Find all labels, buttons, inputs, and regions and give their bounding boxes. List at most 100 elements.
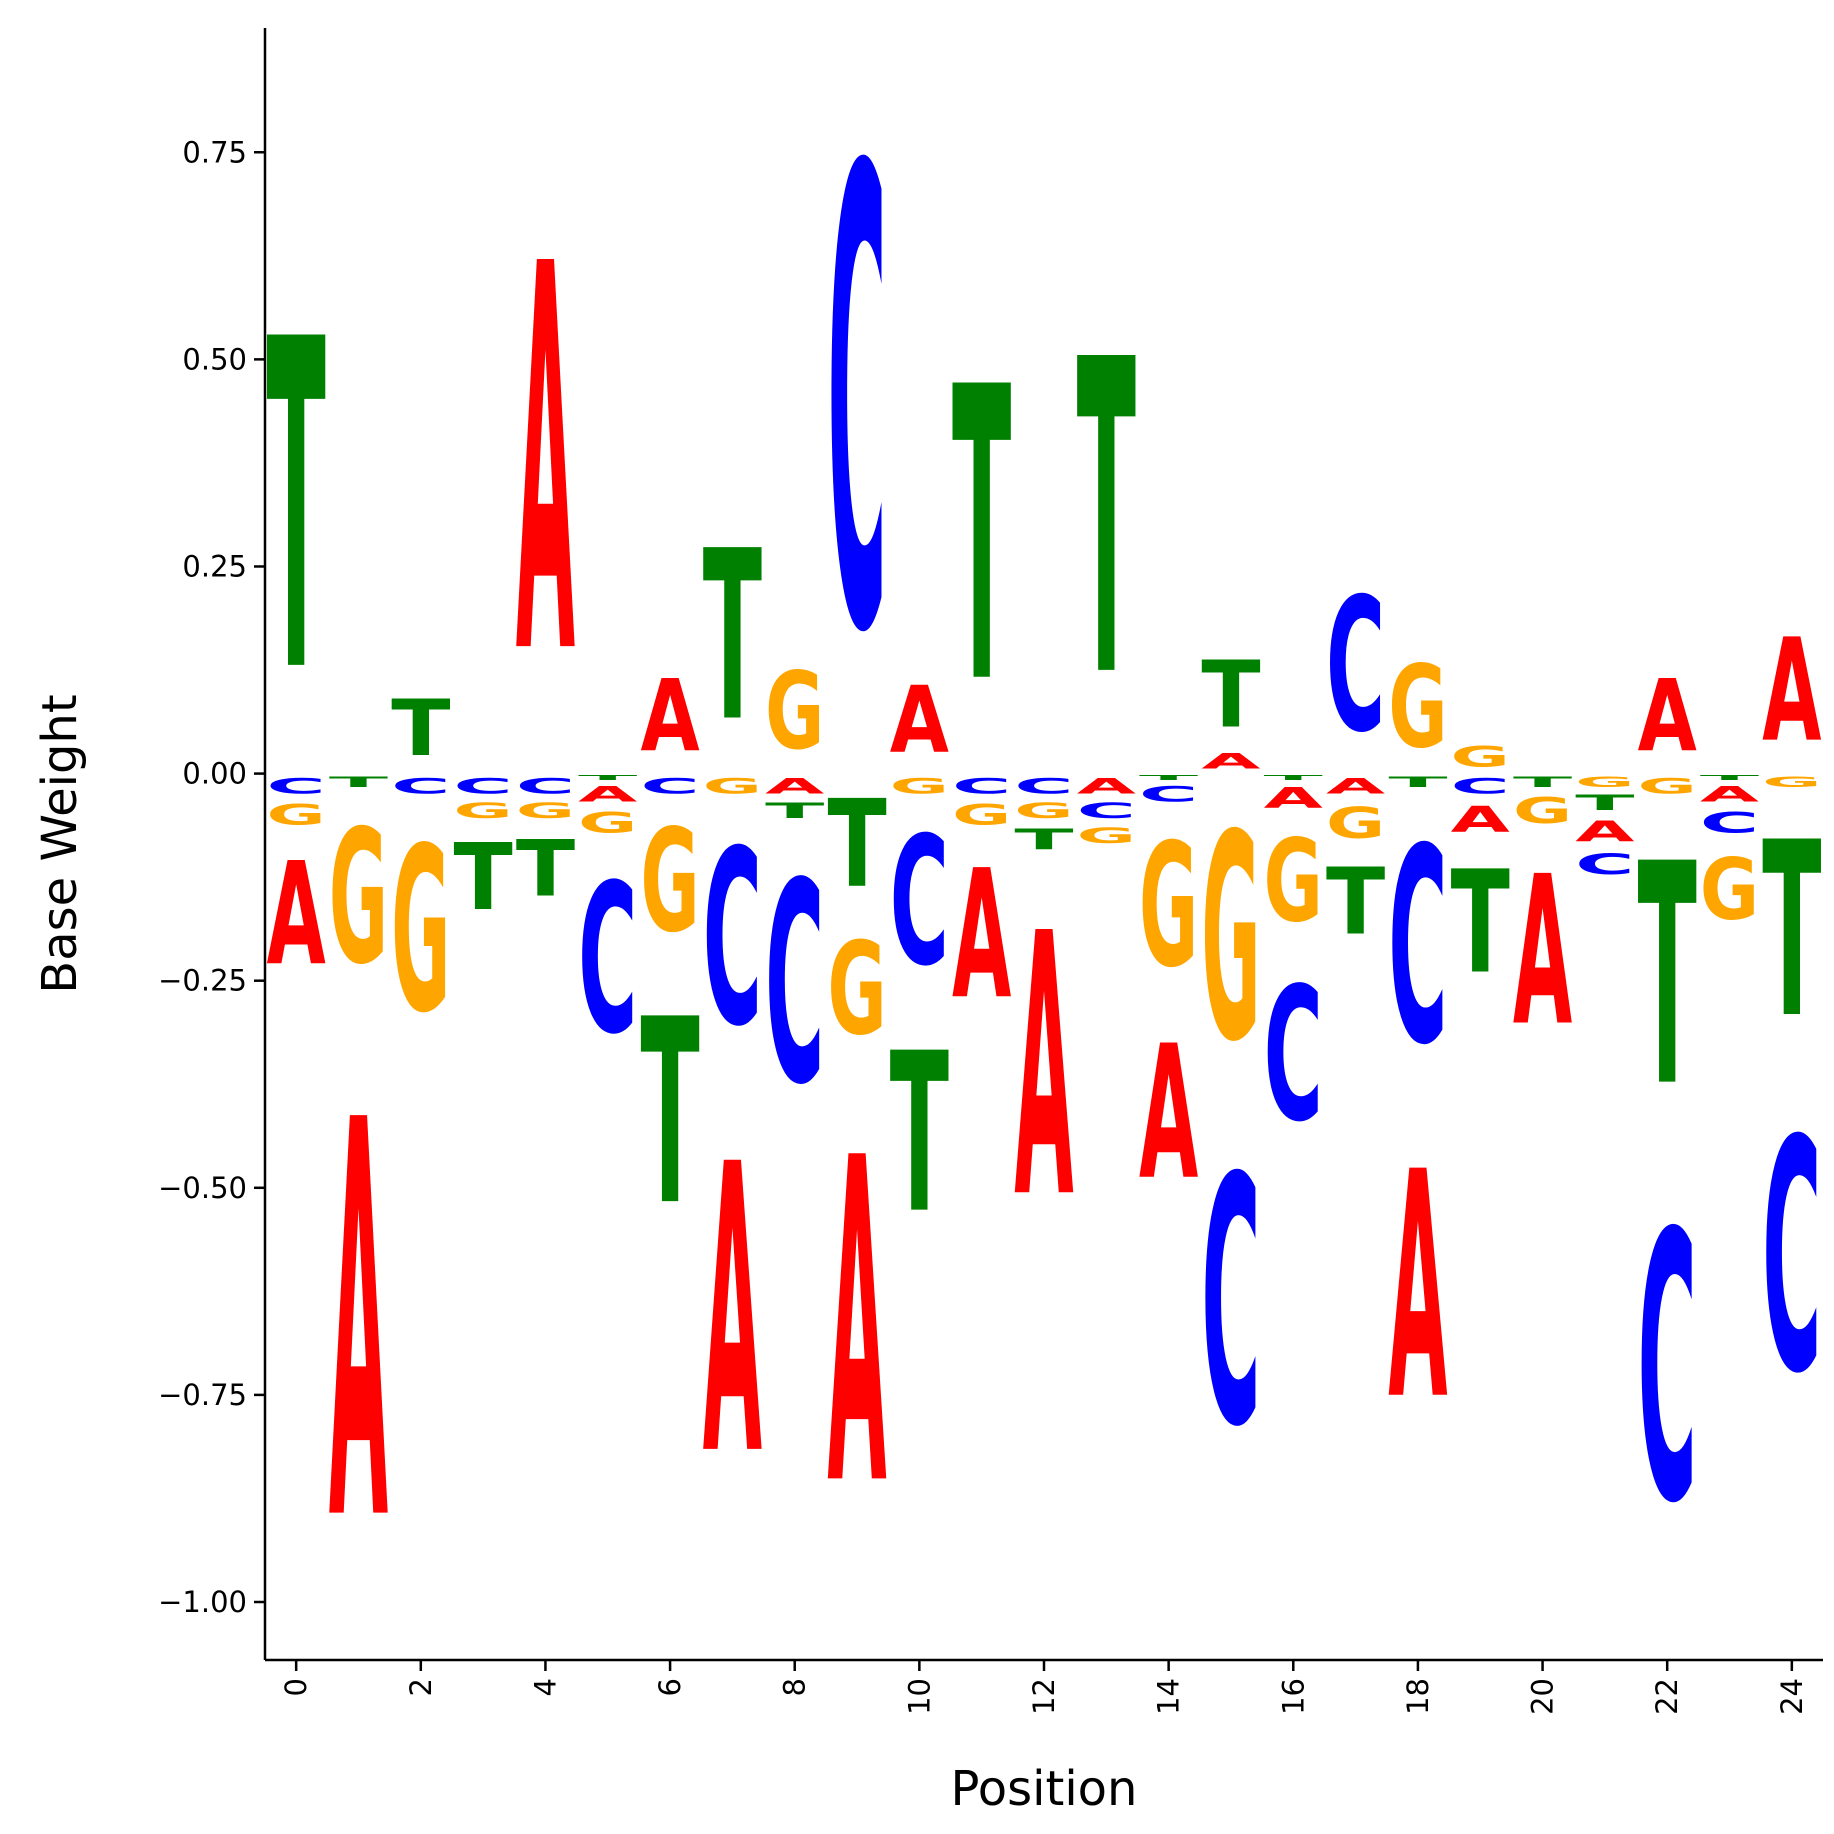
x-tick-label: 22 bbox=[1650, 1678, 1684, 1715]
logo-letter-C: C bbox=[1700, 807, 1759, 840]
logo-letter-G: G bbox=[1264, 817, 1323, 948]
logo-letter-A: A bbox=[1201, 749, 1261, 774]
logo-letter-A: A bbox=[890, 666, 950, 774]
logo-letter-C: C bbox=[890, 800, 949, 1006]
logo-letter-A: A bbox=[1762, 608, 1821, 773]
x-tick-label: 10 bbox=[902, 1678, 936, 1715]
logo-letter-T: T bbox=[391, 683, 450, 774]
logo-letter-T: T bbox=[1638, 799, 1697, 1154]
logo-letter-G: G bbox=[1014, 799, 1073, 824]
logo-letter-A: A bbox=[703, 1082, 763, 1543]
x-tick-label: 20 bbox=[1526, 1678, 1560, 1715]
logo-letter-G: G bbox=[1139, 807, 1198, 1005]
x-tick-label: 16 bbox=[1276, 1678, 1310, 1715]
logo-letter-A: A bbox=[1513, 832, 1572, 1072]
logo-letter-A: A bbox=[1638, 658, 1698, 773]
logo-letter-C: C bbox=[454, 774, 513, 799]
logo-letter-C: C bbox=[516, 774, 575, 799]
logo-letter-G: G bbox=[267, 798, 326, 831]
logo-letter-A: A bbox=[1326, 774, 1386, 799]
logo-letter-T: T bbox=[703, 500, 762, 773]
logo-letter-T: T bbox=[1388, 774, 1448, 791]
logo-letter-G: G bbox=[454, 799, 513, 824]
logo-letter-T: T bbox=[1014, 824, 1073, 857]
logo-letter-C: C bbox=[578, 840, 637, 1080]
logo-letter-G: G bbox=[890, 774, 949, 799]
logo-letter-C: C bbox=[1451, 774, 1510, 799]
x-tick-label: 0 bbox=[279, 1678, 313, 1696]
logo-letter-T: T bbox=[1513, 774, 1573, 791]
logo-letter-C: C bbox=[1638, 1156, 1697, 1584]
logo-letter-T: T bbox=[640, 964, 699, 1261]
logo-letter-A: A bbox=[516, 155, 576, 772]
y-tick-label: −1.00 bbox=[158, 1585, 247, 1619]
x-tick-label: 4 bbox=[528, 1678, 562, 1696]
logo-letter-C: C bbox=[1326, 558, 1385, 773]
y-tick-label: 0.50 bbox=[182, 342, 247, 376]
logo-letter-G: G bbox=[516, 799, 575, 824]
logo-letter-G: G bbox=[1638, 774, 1697, 799]
logo-letter-C: C bbox=[952, 774, 1011, 799]
logo-letter-T: T bbox=[454, 825, 513, 932]
y-tick-label: 0.00 bbox=[182, 757, 247, 791]
logo-letter-G: G bbox=[1451, 740, 1510, 773]
logo-letter-G: G bbox=[827, 916, 886, 1064]
logo-letter-T: T bbox=[1700, 774, 1759, 782]
logo-letter-T: T bbox=[1575, 790, 1634, 815]
logo-letter-A: A bbox=[1077, 774, 1137, 799]
logo-letter-T: T bbox=[890, 1007, 949, 1262]
logo-letter-A: A bbox=[329, 1007, 389, 1641]
logo-letter-G: G bbox=[1762, 774, 1821, 790]
logo-letter-T: T bbox=[1139, 774, 1198, 782]
y-tick-label: −0.75 bbox=[158, 1378, 247, 1412]
logo-letter-T: T bbox=[1077, 271, 1137, 773]
logo-letter-C: C bbox=[703, 800, 762, 1080]
logo-letter-A: A bbox=[1139, 1007, 1198, 1221]
logo-letter-G: G bbox=[1700, 840, 1759, 939]
logo-letter-A: A bbox=[1388, 1106, 1447, 1469]
logo-letter-C: C bbox=[640, 774, 699, 799]
x-tick-label: 2 bbox=[404, 1678, 438, 1696]
logo-letter-G: G bbox=[765, 651, 824, 774]
logo-letter-C: C bbox=[1201, 1107, 1260, 1502]
logo-letter-T: T bbox=[765, 798, 824, 823]
x-tick-label: 8 bbox=[778, 1678, 812, 1696]
logo-letter-T: T bbox=[1451, 840, 1510, 1005]
logo-letter-T: T bbox=[1201, 642, 1260, 749]
logo-letter-C: C bbox=[1014, 774, 1073, 799]
x-axis-title: Position bbox=[951, 1761, 1138, 1817]
y-tick-label: −0.25 bbox=[158, 964, 247, 998]
logo-letter-A: A bbox=[1451, 799, 1510, 840]
logo-letter-T: T bbox=[1264, 774, 1323, 782]
logo-letter-G: G bbox=[1201, 774, 1260, 1104]
logo-letter-G: G bbox=[703, 774, 762, 799]
logo-letter-T: T bbox=[827, 774, 886, 914]
y-tick-label: 0.25 bbox=[182, 549, 247, 583]
x-tick-label: 18 bbox=[1401, 1678, 1435, 1715]
logo-letter-C: C bbox=[1575, 849, 1634, 882]
logo-letter-G: G bbox=[578, 807, 637, 840]
logo-letter-A: A bbox=[1014, 857, 1074, 1278]
logo-letter-A: A bbox=[578, 782, 638, 807]
logo-letter-T: T bbox=[1326, 849, 1385, 956]
logo-letter-T: T bbox=[1762, 791, 1821, 1072]
x-tick-label: 24 bbox=[1775, 1678, 1809, 1715]
logo-letter-A: A bbox=[765, 774, 825, 799]
logo-letter-C: C bbox=[1264, 948, 1323, 1163]
logo-letter-A: A bbox=[1575, 815, 1635, 848]
logo-letter-A: A bbox=[827, 1066, 887, 1585]
x-tick-label: 14 bbox=[1152, 1678, 1186, 1715]
logo-letter-T: T bbox=[952, 302, 1012, 772]
y-ticks: −1.00 −0.75 −0.50 −0.25 0.00 0.25 0.50 0.75 bbox=[158, 135, 265, 1619]
logo-letter-C: C bbox=[1077, 798, 1136, 823]
logo-letter-G: G bbox=[1575, 774, 1634, 790]
logo-letter-G: G bbox=[1513, 791, 1572, 832]
logo-letter-C: C bbox=[267, 774, 326, 799]
logo-letter-A: A bbox=[640, 658, 700, 773]
x-tick-label: 12 bbox=[1027, 1678, 1061, 1715]
x-tick-label: 6 bbox=[653, 1678, 687, 1696]
logo-letter-A: A bbox=[267, 831, 326, 996]
logo-letter-G: G bbox=[1388, 643, 1447, 774]
x-ticks: 0 2 4 6 8 10 12 14 16 18 20 22 24 bbox=[279, 1660, 1809, 1715]
logo-letter-G: G bbox=[1326, 798, 1385, 848]
